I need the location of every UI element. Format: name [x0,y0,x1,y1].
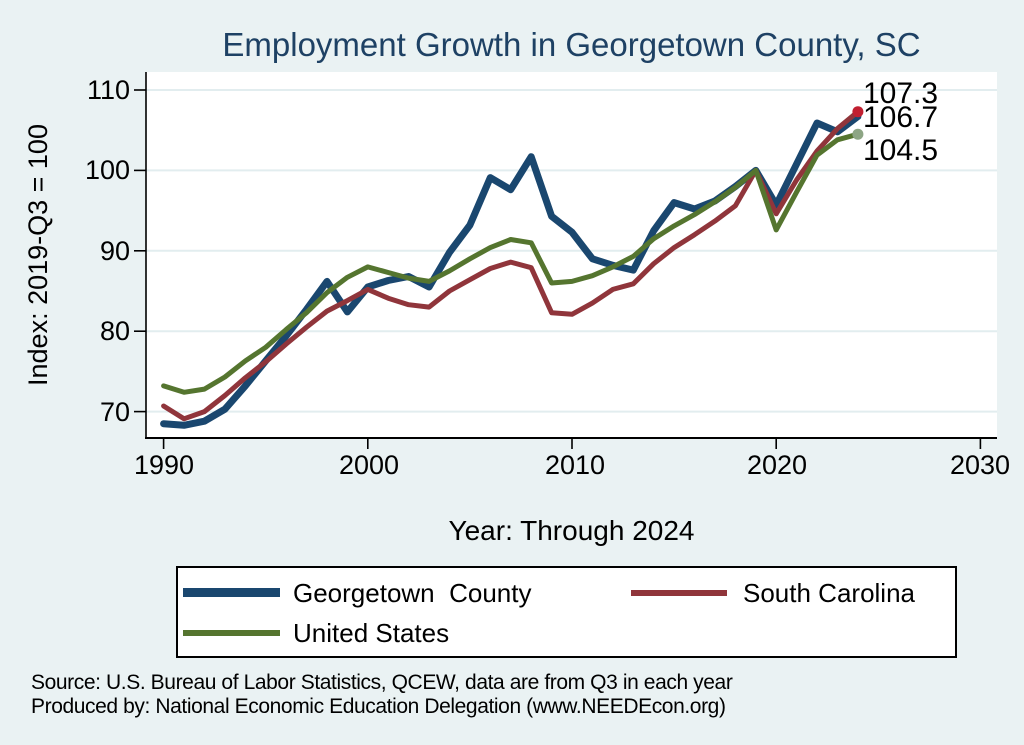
x-tick-label-2030: 2030 [949,450,1011,480]
legend-label-georgetown-county: Georgetown County [293,578,532,608]
legend-swatch-georgetown-county [183,588,280,597]
legend-label-united-states: United States [293,618,450,648]
y-tick-label-80: 80 [99,316,130,346]
y-tick-label-90: 90 [99,236,130,266]
legend-label-south-carolina: South Carolina [743,578,915,608]
x-tick-label-1990: 1990 [133,450,195,480]
series-line-south-carolina [161,109,861,422]
y-axis-title: Index: 2019-Q3 = 100 [23,124,53,386]
produced-by-note: Produced by: National Economic Education… [31,695,726,718]
chart-title: Employment Growth in Georgetown County, … [222,26,921,63]
end-label-united-states: 104.5 [863,134,939,167]
x-axis-title: Year: Through 2024 [448,515,695,546]
end-label-georgetown-county: 106.7 [863,101,939,134]
x-tick-label-2020: 2020 [746,450,808,480]
source-note: Source: U.S. Bureau of Labor Statistics,… [31,671,733,694]
y-tick-label-70: 70 [99,397,130,427]
legend-swatch-south-carolina [631,590,727,596]
y-tick-label-110: 110 [86,75,130,105]
x-tick-label-2000: 2000 [338,450,400,480]
chart-legend: Georgetown County South Carolina United … [176,566,957,658]
series-line-united-states [161,131,861,395]
x-tick-label-2010: 2010 [544,450,606,480]
end-marker-united-states [852,128,864,140]
legend-swatch-united-states [183,630,280,636]
end-label-south-carolina: 107.3 [863,77,939,110]
y-tick-label-100: 100 [84,155,130,185]
end-marker-south-carolina [852,106,864,118]
